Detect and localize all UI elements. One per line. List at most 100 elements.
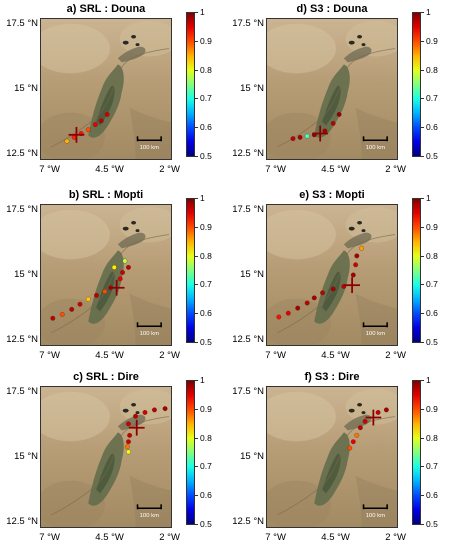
colorbar-tick-label: 0.5 (200, 337, 212, 347)
gauge-point (320, 290, 325, 296)
gauge-point (322, 128, 328, 134)
gauge-point (375, 410, 381, 415)
x-tick-label: 2 °W (159, 164, 180, 175)
x-tick-label: 4.5 °W (321, 164, 350, 175)
gauge-point (359, 245, 364, 251)
gauge-point (297, 134, 303, 140)
map-panel: c) SRL : Dire 100 km 17.5 °N 15 °N 12.5 °N 7 … (0, 368, 228, 551)
colorbar-tick-mark (421, 313, 424, 315)
x-tick-label: 4.5 °W (95, 164, 124, 175)
satellite-map: 100 km (40, 18, 172, 160)
y-tick-label: 12.5 °N (6, 147, 38, 159)
colorbar-tick-mark (195, 380, 198, 381)
colorbar-tick-label: 0.9 (200, 221, 212, 232)
gauge-point (276, 314, 282, 320)
colorbar-tick-mark (195, 255, 198, 257)
panel-title: d) S3 : Douna (296, 3, 368, 15)
map-panel: e) S3 : Mopti 100 km 17.5 °N 15 °N 12.5 °N 7 … (226, 186, 454, 369)
gauge-point (69, 306, 75, 312)
colorbar-tick-mark (195, 226, 198, 228)
gauge-point (336, 112, 342, 117)
station-cross-icon (108, 279, 125, 296)
colorbar-tick-label: 0.8 (200, 432, 212, 443)
colorbar (412, 12, 421, 157)
gauge-point (120, 270, 125, 275)
y-tick-label: 12.5 °N (232, 515, 264, 527)
colorbar-tick-mark (195, 313, 198, 315)
gauge-point (290, 136, 296, 142)
colorbar-tick-label: 0.9 (200, 35, 212, 46)
colorbar-tick-mark (421, 284, 424, 286)
colorbar-tick-label: 0.5 (426, 151, 438, 161)
scale-bar-label: 100 km (366, 331, 385, 337)
colorbar (186, 380, 195, 525)
x-tick-label: 4.5 °W (95, 532, 124, 543)
y-tick-label: 17.5 °N (232, 204, 264, 216)
gauge-point (126, 421, 131, 427)
x-tick-label: 7 °W (265, 532, 286, 543)
y-tick-label: 12.5 °N (6, 515, 38, 527)
station-cross-icon (344, 277, 360, 294)
colorbar-tick-mark (195, 127, 198, 129)
gauge-point (126, 264, 131, 270)
y-tick-label: 12.5 °N (232, 147, 264, 159)
colorbar-tick-label: 0.7 (426, 461, 438, 472)
colorbar-tick-mark (195, 466, 198, 468)
x-tick-label: 2 °W (385, 350, 406, 361)
gauge-point (111, 264, 117, 270)
satellite-map: 100 km (266, 18, 398, 160)
colorbar-tick-label: 0.7 (200, 279, 212, 290)
colorbar-tick-label: 1 (426, 375, 431, 385)
gauge-point (126, 449, 131, 455)
colorbar-tick-label: 0.9 (426, 35, 438, 46)
y-tick-label: 17.5 °N (232, 18, 264, 30)
colorbar-tick-mark (195, 98, 198, 100)
x-tick-label: 2 °W (385, 164, 406, 175)
colorbar-tick-label: 0.7 (426, 279, 438, 290)
gauge-point (122, 258, 128, 264)
colorbar-tick-label: 1 (200, 375, 205, 385)
colorbar (412, 380, 421, 525)
gauge-point (383, 407, 389, 413)
colorbar-tick-label: 0.5 (200, 151, 212, 161)
colorbar-tick-mark (421, 408, 424, 410)
x-tick-label: 7 °W (39, 532, 60, 543)
gauge-point (104, 112, 110, 117)
colorbar-tick-label: 1 (426, 7, 431, 17)
colorbar-tick-mark (195, 284, 198, 286)
gauge-point (85, 127, 91, 133)
x-tick-label: 7 °W (265, 350, 286, 361)
colorbar-tick-mark (421, 524, 424, 525)
y-tick-label: 17.5 °N (6, 204, 38, 216)
gauge-point (353, 262, 359, 268)
scale-bar: 100 km (362, 322, 388, 337)
colorbar-tick-mark (421, 156, 424, 157)
gauge-point (350, 272, 356, 278)
map-panel: a) SRL : Douna 100 km 17.5 °N 15 °N 12.5 °N 7… (0, 0, 228, 183)
colorbar-tick-label: 0.8 (426, 250, 438, 261)
panel-title: c) SRL : Dire (73, 371, 139, 383)
colorbar-tick-mark (421, 255, 424, 257)
colorbar-tick-label: 1 (426, 193, 431, 203)
x-tick-label: 2 °W (159, 532, 180, 543)
y-tick-label: 15 °N (240, 83, 264, 94)
colorbar-tick-label: 0.6 (200, 490, 212, 501)
colorbar-tick-mark (421, 69, 424, 71)
gauge-point (64, 138, 70, 144)
y-tick-label: 15 °N (240, 451, 264, 462)
colorbar-tick-label: 0.6 (426, 308, 438, 319)
colorbar-tick-label: 0.5 (426, 519, 438, 529)
satellite-map: 100 km (40, 386, 172, 528)
satellite-map: 100 km (266, 386, 398, 528)
gauge-point (295, 305, 301, 311)
gauge-point (347, 445, 353, 451)
gauge-point (102, 289, 108, 294)
colorbar-tick-mark (421, 198, 424, 199)
colorbar-tick-mark (421, 12, 424, 13)
panel-title: f) S3 : Dire (304, 371, 360, 383)
colorbar-tick-label: 0.5 (426, 337, 438, 347)
colorbar-tick-label: 0.7 (426, 93, 438, 104)
gauge-point (117, 276, 123, 282)
gauge-point (304, 133, 310, 139)
panel-title: e) S3 : Mopti (299, 189, 365, 201)
